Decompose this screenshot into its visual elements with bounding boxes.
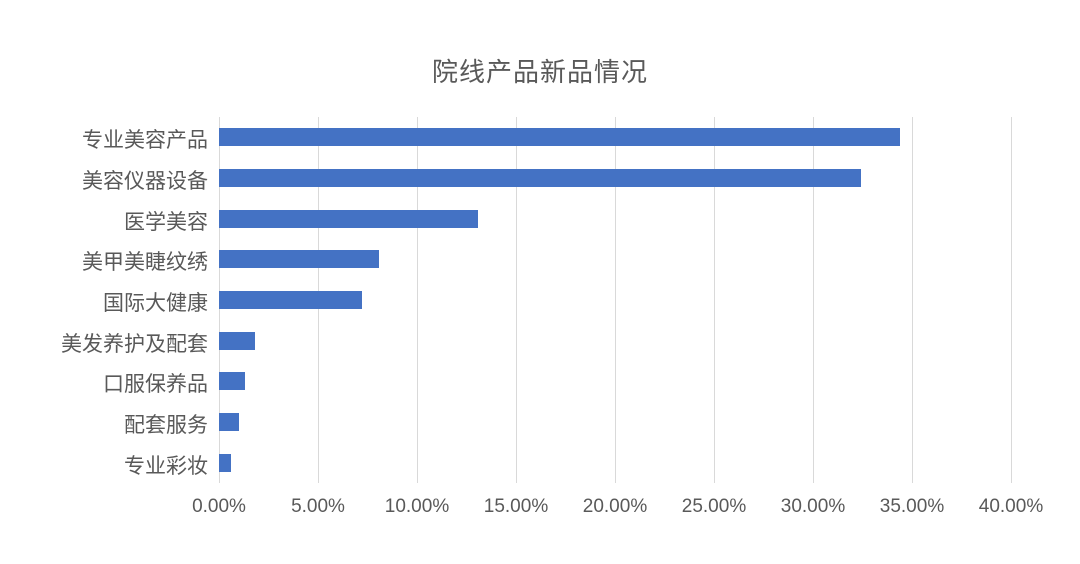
x-tick-label: 5.00% [291, 496, 345, 517]
x-tick-label: 20.00% [582, 496, 648, 517]
gridline-20pct [615, 117, 616, 483]
bar-0 [219, 128, 901, 147]
gridline-25pct [714, 117, 715, 483]
gridline-10pct [417, 117, 418, 483]
category-label: 美容仪器设备 [82, 170, 208, 193]
x-tick-label: 25.00% [681, 496, 747, 517]
category-label: 国际大健康 [103, 292, 208, 315]
category-label: 口服保养品 [103, 373, 208, 397]
category-label: 配套服务 [124, 414, 208, 437]
gridline-15pct [516, 117, 517, 483]
x-tick-label: 10.00% [384, 496, 450, 517]
bar-5 [219, 331, 255, 350]
bar-1 [219, 169, 861, 187]
category-label: 医学美容 [124, 210, 208, 234]
bar-7 [219, 413, 239, 431]
gridline-40pct [1011, 117, 1012, 483]
category-label: 专业美容产品 [82, 129, 208, 153]
chart-title: 院线产品新品情况 [431, 57, 648, 87]
category-label: 专业彩妆 [124, 454, 208, 478]
bar-6 [219, 372, 245, 391]
category-label: 美甲美睫纹绣 [82, 251, 208, 275]
plot-area [219, 117, 1012, 483]
x-tick-label: 0.00% [192, 496, 246, 517]
x-tick-label: 35.00% [879, 496, 945, 517]
bar-2 [219, 209, 479, 228]
gridline-30pct [813, 117, 814, 483]
gridline-35pct [912, 117, 913, 483]
category-label: 美发养护及配套 [61, 332, 208, 356]
bar-3 [219, 250, 380, 269]
bar-4 [219, 291, 362, 309]
x-tick-label: 15.00% [483, 496, 549, 517]
bar-8 [219, 453, 231, 472]
x-tick-label: 40.00% [978, 496, 1044, 517]
x-tick-label: 30.00% [780, 496, 846, 517]
